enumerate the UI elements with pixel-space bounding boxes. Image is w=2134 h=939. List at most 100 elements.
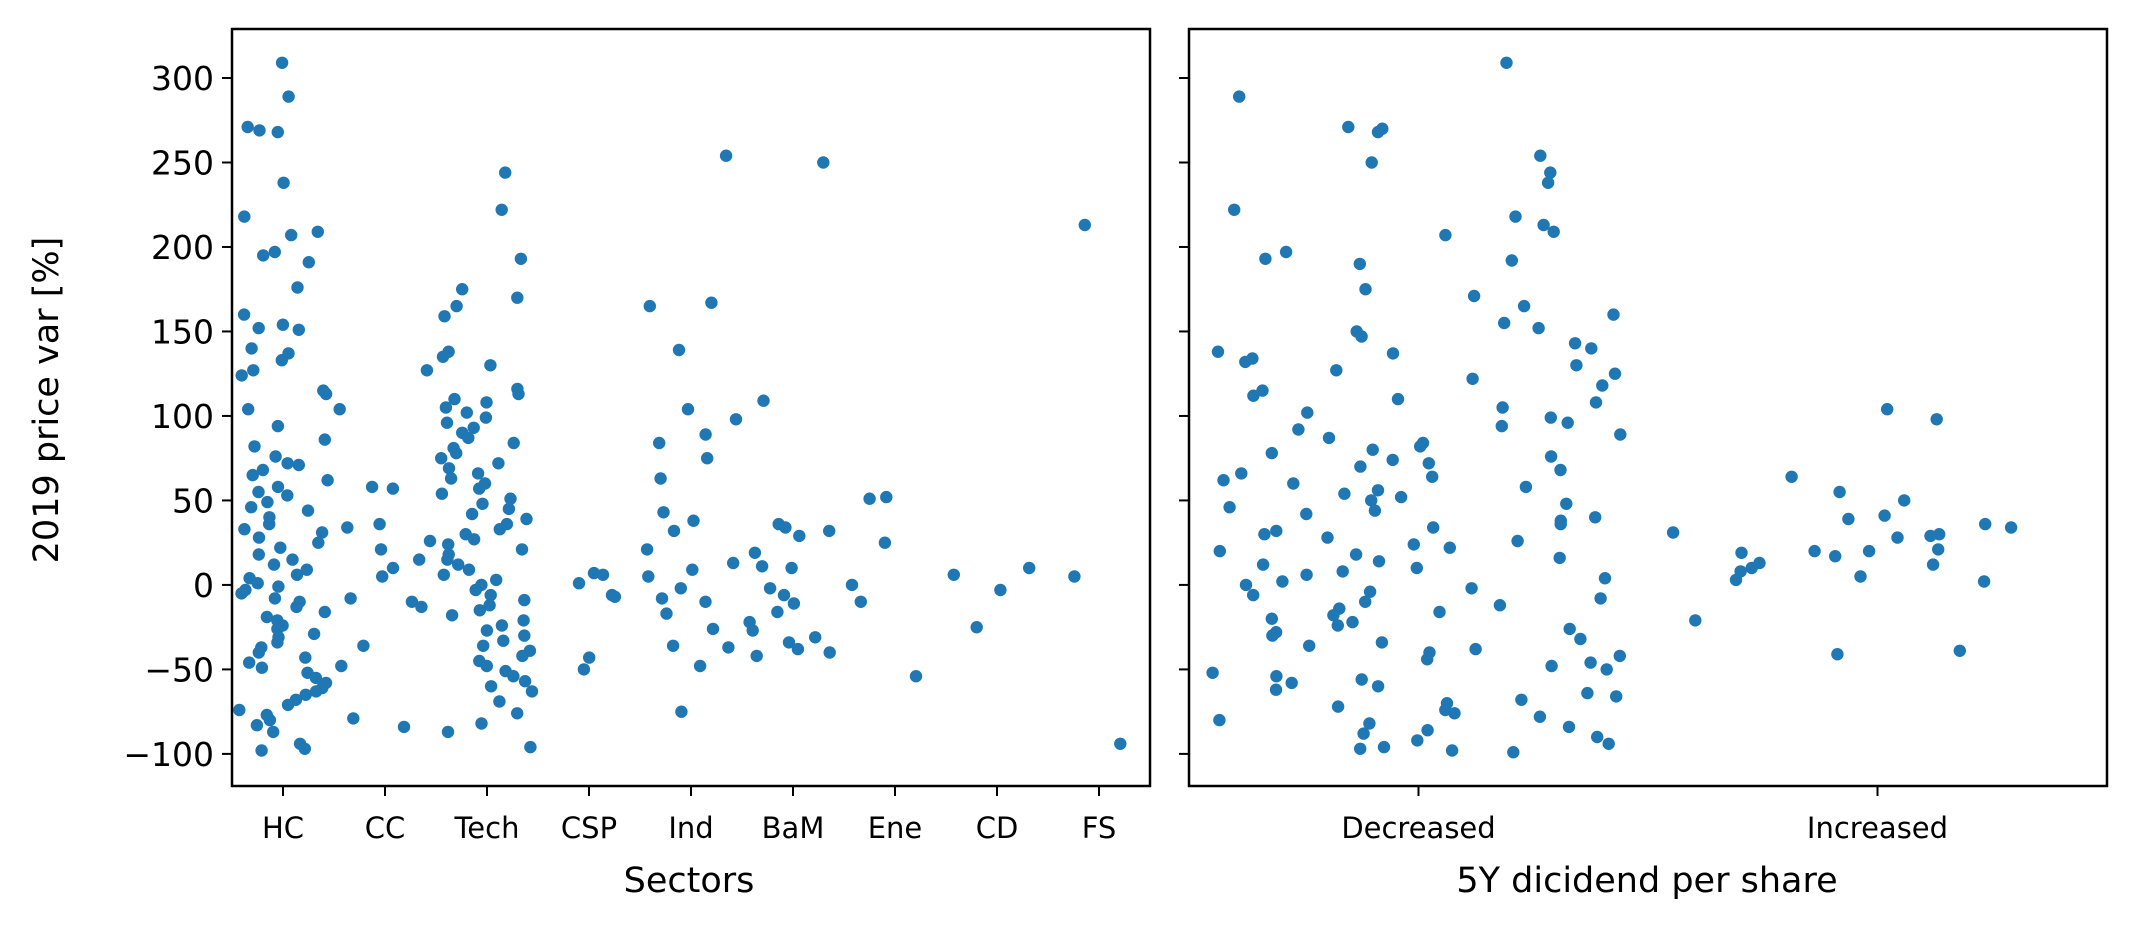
point-csp bbox=[577, 663, 591, 676]
point-decreased bbox=[1365, 156, 1378, 169]
point-decreased bbox=[1610, 690, 1623, 703]
point-decreased bbox=[1443, 541, 1457, 554]
point-decreased bbox=[1276, 575, 1289, 588]
sectors-x-ticks: HC CC Tech CSP Ind BaM Ene CD FS bbox=[262, 786, 1116, 845]
point-cc bbox=[357, 639, 370, 652]
dividend-panel: Decreased Increased 5Y dicidend per share bbox=[1179, 27, 2109, 901]
y-tick-label: 300 bbox=[151, 59, 214, 98]
point-increased bbox=[1729, 573, 1743, 587]
point-hc bbox=[276, 318, 290, 331]
point-tech bbox=[517, 614, 530, 627]
point-tech bbox=[480, 659, 493, 673]
point-decreased bbox=[1433, 605, 1446, 619]
point-decreased bbox=[1223, 501, 1236, 514]
point-decreased bbox=[1544, 166, 1557, 179]
point-decreased bbox=[1574, 632, 1587, 646]
point-fs bbox=[1078, 218, 1092, 232]
point-hc bbox=[252, 485, 265, 499]
point-cc bbox=[405, 595, 419, 608]
point-increased bbox=[1891, 531, 1904, 544]
point-tech bbox=[514, 252, 528, 265]
point-tech bbox=[512, 387, 525, 401]
point-ind bbox=[643, 299, 656, 313]
point-cc bbox=[423, 534, 437, 548]
point-decreased bbox=[1561, 416, 1574, 429]
point-decreased bbox=[1279, 245, 1293, 259]
point-increased bbox=[2004, 521, 2018, 534]
point-hc bbox=[271, 419, 285, 433]
point-hc bbox=[263, 517, 276, 531]
point-hc bbox=[233, 703, 246, 717]
point-tech bbox=[499, 166, 512, 179]
point-ind bbox=[653, 436, 666, 450]
point-decreased bbox=[1448, 707, 1461, 720]
point-hc bbox=[257, 249, 270, 262]
point-decreased bbox=[1607, 308, 1620, 321]
point-decreased bbox=[1439, 228, 1452, 242]
x-tick-label-decreased: Decreased bbox=[1341, 811, 1495, 845]
point-decreased bbox=[1300, 507, 1313, 521]
point-tech bbox=[493, 523, 506, 536]
point-decreased bbox=[1377, 740, 1391, 754]
point-bam bbox=[750, 649, 763, 663]
point-cc bbox=[344, 592, 357, 605]
point-increased bbox=[1862, 544, 1876, 558]
point-decreased bbox=[1465, 582, 1478, 595]
point-tech bbox=[515, 543, 529, 556]
point-decreased bbox=[1321, 531, 1334, 544]
point-cc bbox=[347, 712, 360, 725]
point-decreased bbox=[1500, 56, 1513, 69]
point-hc bbox=[292, 458, 305, 472]
point-tech bbox=[471, 467, 485, 480]
point-ind bbox=[666, 639, 680, 652]
point-hc bbox=[321, 474, 334, 487]
point-decreased bbox=[1301, 406, 1314, 419]
point-tech bbox=[480, 396, 493, 409]
point-bam bbox=[755, 560, 769, 573]
point-tech bbox=[437, 568, 450, 581]
point-bam bbox=[823, 646, 836, 659]
point-decreased bbox=[1509, 210, 1522, 223]
y-tick-label: 100 bbox=[151, 397, 214, 436]
point-cc bbox=[397, 720, 411, 734]
point-tech bbox=[480, 624, 494, 637]
point-ene bbox=[845, 578, 859, 592]
point-bam bbox=[771, 605, 784, 619]
point-decreased bbox=[1235, 467, 1248, 480]
point-decreased bbox=[1258, 528, 1271, 541]
point-ind bbox=[699, 595, 712, 608]
point-hc bbox=[301, 504, 315, 517]
point-tech bbox=[516, 649, 529, 663]
point-decreased bbox=[1359, 283, 1372, 296]
x-tick-label-hc: HC bbox=[262, 811, 304, 845]
point-decreased bbox=[1570, 359, 1583, 372]
x-tick-label-cd: CD bbox=[976, 811, 1019, 845]
point-tech bbox=[435, 487, 449, 500]
point-decreased bbox=[1357, 727, 1370, 740]
point-ind bbox=[642, 570, 655, 583]
point-hc bbox=[238, 210, 251, 223]
point-ind bbox=[719, 149, 733, 162]
point-fs bbox=[1068, 570, 1081, 583]
point-decreased bbox=[1206, 666, 1219, 679]
point-hc bbox=[260, 610, 274, 624]
sectors-panel: HC CC Tech CSP Ind BaM Ene CD FS −100 −50 0 50 100 15… bbox=[27, 27, 1152, 901]
point-hc bbox=[238, 523, 251, 536]
point-tech bbox=[438, 310, 451, 323]
point-decreased bbox=[1585, 342, 1598, 355]
point-ind bbox=[727, 556, 740, 570]
point-hc bbox=[302, 256, 315, 269]
point-decreased bbox=[1256, 384, 1269, 397]
point-hc bbox=[255, 744, 268, 757]
point-decreased bbox=[1515, 693, 1528, 706]
point-decreased bbox=[1554, 463, 1567, 477]
point-decreased bbox=[1560, 497, 1573, 510]
point-cd bbox=[970, 621, 983, 634]
point-hc bbox=[261, 495, 274, 509]
point-decreased bbox=[1517, 299, 1531, 313]
point-decreased bbox=[1211, 345, 1225, 358]
point-ind bbox=[722, 641, 735, 654]
point-decreased bbox=[1534, 149, 1547, 162]
point-tech bbox=[484, 588, 497, 602]
